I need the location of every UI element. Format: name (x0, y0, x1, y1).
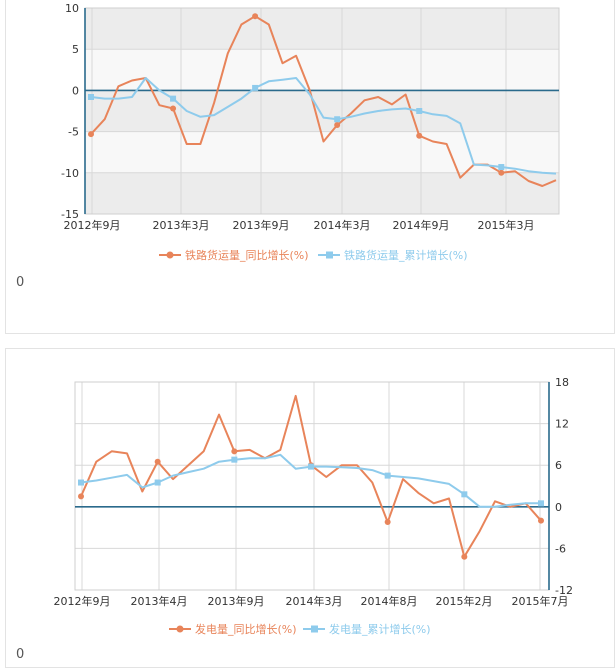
grid-band (85, 49, 559, 91)
x-tick-label: 2014年3月 (314, 218, 371, 232)
x-tick-label: 2015年7月 (512, 594, 569, 608)
y-axis-ticks: 18 12 6 0 -6 -12 (555, 376, 573, 597)
y-tick-label: 5 (72, 43, 79, 56)
y-tick-label: 12 (555, 418, 569, 431)
y-tick-label: 0 (555, 501, 562, 514)
x-tick-label: 2014年8月 (361, 594, 418, 608)
chart-card-power-generation: 18 12 6 0 -6 -12 2012年9月 2013年4月 2013年9月 2014年3月… (5, 348, 615, 668)
y-tick-label: -15 (61, 208, 79, 221)
legend[interactable]: 铁路货运量_同比增长(%) 铁路货运量_累计增长(%) (159, 248, 468, 262)
card-note-value: 0 (16, 647, 25, 662)
grid-band (85, 8, 559, 50)
x-axis-ticks: 2012年9月 2013年3月 2013年9月 2014年3月 2014年9月 2015年… (64, 218, 535, 232)
x-tick-label: 2012年9月 (54, 594, 111, 608)
data-point (334, 122, 341, 129)
y-tick-label: 6 (555, 459, 562, 472)
legend-marker (311, 625, 318, 633)
data-point (416, 108, 423, 114)
grid-band (85, 90, 559, 132)
x-tick-label: 2013年9月 (208, 594, 265, 608)
data-point (461, 491, 468, 498)
x-tick-label: 2014年3月 (286, 594, 343, 608)
legend-label: 铁路货运量_累计增长(%) (344, 248, 468, 262)
series-lines (88, 13, 557, 187)
series-lines (78, 394, 544, 560)
y-tick-label: 0 (72, 84, 79, 97)
data-point (252, 84, 259, 91)
legend-marker (176, 625, 184, 633)
data-point (416, 132, 423, 139)
y-tick-label: -12 (555, 584, 573, 597)
data-point (78, 479, 84, 486)
x-tick-label: 2012年9月 (64, 218, 121, 232)
railway-freight-line-chart: 10 5 0 -5 -10 -15 2012年9月 2013年3月 2013年9月 2014年3… (61, 2, 560, 262)
card-note-value: 0 (16, 275, 25, 290)
data-point (231, 456, 238, 463)
plot-area (84, 7, 560, 215)
legend-label: 发电量_累计增长(%) (329, 622, 431, 636)
data-point (498, 164, 505, 171)
x-tick-label: 2013年4月 (131, 594, 188, 608)
data-point (384, 519, 391, 526)
x-tick-label: 2015年2月 (436, 594, 493, 608)
y-tick-label: -5 (68, 126, 79, 139)
x-tick-label: 2015年3月 (478, 218, 535, 232)
data-point (252, 13, 259, 20)
data-point (88, 131, 94, 138)
legend-label: 发电量_同比增长(%) (195, 622, 297, 636)
data-point (461, 553, 468, 560)
data-point (154, 479, 161, 486)
data-point (78, 493, 84, 500)
series-line-1 (90, 77, 557, 175)
data-point (498, 169, 505, 176)
y-axis-ticks: 10 5 0 -5 -10 -15 (61, 2, 79, 221)
data-point (231, 448, 238, 455)
x-tick-label: 2014年9月 (393, 218, 450, 232)
chart-card-railway-freight: 10 5 0 -5 -10 -15 2012年9月 2013年3月 2013年9月 2014年3… (5, 0, 615, 334)
legend-label: 铁路货运量_同比增长(%) (185, 248, 309, 262)
y-tick-label: -6 (555, 542, 566, 555)
y-tick-label: 10 (65, 2, 79, 15)
x-tick-label: 2013年3月 (153, 218, 210, 232)
y-tick-label: -10 (61, 167, 79, 180)
grid-band (85, 172, 559, 214)
legend[interactable]: 发电量_同比增长(%) 发电量_累计增长(%) (169, 622, 431, 636)
legend-marker (326, 251, 333, 259)
data-point (88, 93, 94, 100)
data-point (154, 458, 161, 465)
x-axis-ticks: 2012年9月 2013年4月 2013年9月 2014年3月 2014年8月 2015年… (54, 594, 569, 608)
plot-area (74, 381, 550, 591)
x-tick-label: 2013年9月 (233, 218, 290, 232)
data-point (170, 105, 177, 112)
legend-marker (166, 251, 174, 259)
power-generation-line-chart: 18 12 6 0 -6 -12 2012年9月 2013年4月 2013年9月 2014年3月… (54, 376, 573, 636)
y-tick-label: 18 (555, 376, 569, 389)
data-point (334, 116, 341, 123)
data-point (308, 463, 314, 470)
data-point (538, 500, 544, 507)
data-point (538, 517, 544, 524)
data-point (170, 95, 177, 102)
series-line-0 (80, 394, 542, 558)
data-point (384, 472, 391, 479)
